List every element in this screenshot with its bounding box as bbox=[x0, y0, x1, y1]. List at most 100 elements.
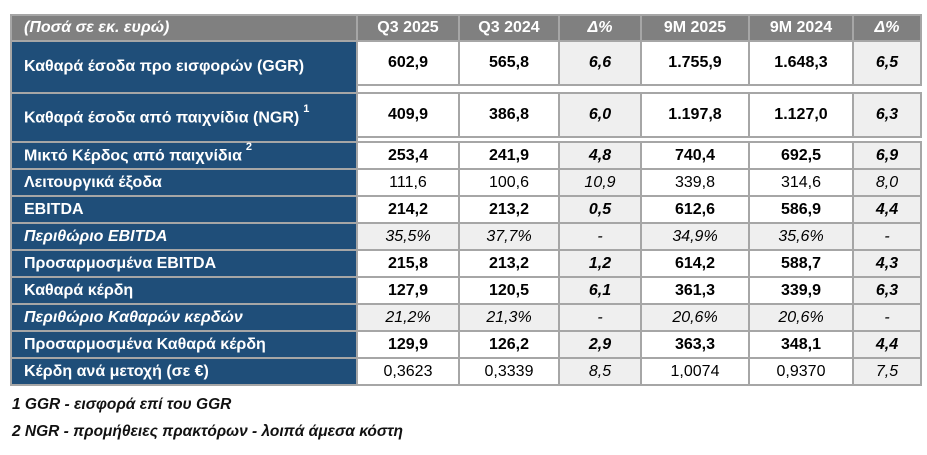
col-header-q3-2025: Q3 2025 bbox=[356, 14, 460, 42]
delta-cell: 2,9 bbox=[558, 330, 642, 359]
delta-cell: 1,2 bbox=[558, 249, 642, 278]
col-header-delta-q3: Δ% bbox=[558, 14, 642, 42]
value-cell: 1.197,8 bbox=[640, 92, 750, 138]
row-label: Περιθώριο Καθαρών κερδών bbox=[10, 303, 358, 332]
row-spacer bbox=[11, 84, 921, 94]
delta-cell: - bbox=[852, 222, 922, 251]
delta-cell: 4,4 bbox=[852, 195, 922, 224]
value-cell: 111,6 bbox=[356, 168, 460, 197]
delta-cell: 6,3 bbox=[852, 92, 922, 138]
delta-cell: 0,5 bbox=[558, 195, 642, 224]
table-row-ggr: Καθαρά έσοδα προ εισφορών (GGR) 602,9 56… bbox=[10, 40, 922, 94]
value-cell: 740,4 bbox=[640, 141, 750, 170]
row-label-text: Λειτουργικά έξοδα bbox=[24, 173, 162, 191]
row-label-text: Καθαρά κέρδη bbox=[24, 281, 134, 299]
row-label-text: Καθαρά έσοδα από παιχνίδια (NGR) bbox=[24, 109, 300, 127]
value-cell: 214,2 bbox=[356, 195, 460, 224]
value-cell: 1,0074 bbox=[640, 357, 750, 386]
value-cell: 1.755,9 bbox=[640, 40, 750, 86]
row-label: Περιθώριο EBITDA bbox=[10, 222, 358, 251]
value-cell: 612,6 bbox=[640, 195, 750, 224]
value-cell: 588,7 bbox=[748, 249, 854, 278]
footnotes: 1 GGR - εισφορά επί του GGR 2 NGR - προμ… bbox=[10, 397, 920, 439]
row-label: Καθαρά κέρδη bbox=[10, 276, 358, 305]
value-cell: 565,8 bbox=[458, 40, 560, 86]
row-label: Καθαρά έσοδα από παιχνίδια (NGR)1 bbox=[10, 92, 358, 143]
value-cell: 127,9 bbox=[356, 276, 460, 305]
table-row-adjusted-ebitda: Προσαρμοσμένα EBITDA 215,8 213,2 1,2 614… bbox=[10, 249, 922, 278]
row-label: Προσαρμοσμένα Καθαρά κέρδη bbox=[10, 330, 358, 359]
value-cell: 126,2 bbox=[458, 330, 560, 359]
delta-cell: - bbox=[558, 222, 642, 251]
delta-cell: 4,3 bbox=[852, 249, 922, 278]
value-cell: 409,9 bbox=[356, 92, 460, 138]
delta-cell: 6,0 bbox=[558, 92, 642, 138]
value-cell: 339,8 bbox=[640, 168, 750, 197]
delta-cell: 4,4 bbox=[852, 330, 922, 359]
delta-cell: 4,8 bbox=[558, 141, 642, 170]
footnote-1: 1 GGR - εισφορά επί του GGR bbox=[12, 396, 232, 413]
col-header-q3-2024: Q3 2024 bbox=[458, 14, 560, 42]
value-cell: 1.127,0 bbox=[748, 92, 854, 138]
footnote-marker: 1 bbox=[303, 103, 310, 116]
delta-cell: 7,5 bbox=[852, 357, 922, 386]
table-row-eps: Κέρδη ανά μετοχή (σε €) 0,3623 0,3339 8,… bbox=[10, 357, 922, 386]
table-row-ebitda-margin: Περιθώριο EBITDA 35,5% 37,7% - 34,9% 35,… bbox=[10, 222, 922, 251]
financial-results-page: (Ποσά σε εκ. ευρώ) Q3 2025 Q3 2024 Δ% 9M… bbox=[10, 14, 922, 439]
row-label: Προσαρμοσμένα EBITDA bbox=[10, 249, 358, 278]
value-cell: 0,3623 bbox=[356, 357, 460, 386]
value-cell: 0,3339 bbox=[458, 357, 560, 386]
row-label: EBITDA bbox=[10, 195, 358, 224]
table-row-ebitda: EBITDA 214,2 213,2 0,5 612,6 586,9 4,4 bbox=[10, 195, 922, 224]
value-cell: 0,9370 bbox=[748, 357, 854, 386]
table-row-adjusted-net-profit: Προσαρμοσμένα Καθαρά κέρδη 129,9 126,2 2… bbox=[10, 330, 922, 359]
delta-cell: 6,1 bbox=[558, 276, 642, 305]
value-cell: 1.648,3 bbox=[748, 40, 854, 86]
col-header-delta-9m: Δ% bbox=[852, 14, 922, 42]
table-header-row: (Ποσά σε εκ. ευρώ) Q3 2025 Q3 2024 Δ% 9M… bbox=[10, 14, 922, 42]
table-row-net-profit-margin: Περιθώριο Καθαρών κερδών 21,2% 21,3% - 2… bbox=[10, 303, 922, 332]
value-cell: 213,2 bbox=[458, 195, 560, 224]
value-cell: 37,7% bbox=[458, 222, 560, 251]
value-cell: 386,8 bbox=[458, 92, 560, 138]
row-label-text: EBITDA bbox=[24, 200, 84, 218]
delta-cell: 6,5 bbox=[852, 40, 922, 86]
row-label: Λειτουργικά έξοδα bbox=[10, 168, 358, 197]
value-cell: 129,9 bbox=[356, 330, 460, 359]
delta-cell: 8,0 bbox=[852, 168, 922, 197]
row-label-text: Κέρδη ανά μετοχή (σε €) bbox=[24, 362, 209, 380]
value-cell: 339,9 bbox=[748, 276, 854, 305]
table-row-opex: Λειτουργικά έξοδα 111,6 100,6 10,9 339,8… bbox=[10, 168, 922, 197]
row-spacer bbox=[11, 136, 921, 143]
value-cell: 35,5% bbox=[356, 222, 460, 251]
value-cell: 314,6 bbox=[748, 168, 854, 197]
row-label: Καθαρά έσοδα προ εισφορών (GGR) bbox=[10, 40, 358, 94]
row-label: Μικτό Κέρδος από παιχνίδια2 bbox=[10, 141, 358, 170]
delta-cell: - bbox=[558, 303, 642, 332]
unit-header-cell: (Ποσά σε εκ. ευρώ) bbox=[10, 14, 358, 42]
row-label-text: Καθαρά έσοδα προ εισφορών (GGR) bbox=[24, 58, 305, 75]
delta-cell: 10,9 bbox=[558, 168, 642, 197]
value-cell: 614,2 bbox=[640, 249, 750, 278]
col-header-9m-2024: 9M 2024 bbox=[748, 14, 854, 42]
delta-cell: - bbox=[852, 303, 922, 332]
value-cell: 21,2% bbox=[356, 303, 460, 332]
footnote-marker: 2 bbox=[245, 141, 253, 154]
value-cell: 34,9% bbox=[640, 222, 750, 251]
row-label-text: Μικτό Κέρδος από παιχνίδια bbox=[24, 147, 242, 165]
row-label-text: Περιθώριο EBITDA bbox=[24, 227, 168, 245]
col-header-9m-2025: 9M 2025 bbox=[640, 14, 750, 42]
value-cell: 253,4 bbox=[356, 141, 460, 170]
footnote-2: 2 NGR - προμήθειες πρακτόρων - λοιπά άμε… bbox=[12, 422, 403, 440]
value-cell: 20,6% bbox=[748, 303, 854, 332]
delta-cell: 6,3 bbox=[852, 276, 922, 305]
financial-results-table: (Ποσά σε εκ. ευρώ) Q3 2025 Q3 2024 Δ% 9M… bbox=[10, 14, 922, 386]
value-cell: 35,6% bbox=[748, 222, 854, 251]
value-cell: 348,1 bbox=[748, 330, 854, 359]
table-row-net-profit: Καθαρά κέρδη 127,9 120,5 6,1 361,3 339,9… bbox=[10, 276, 922, 305]
row-label-text: Προσαρμοσμένα EBITDA bbox=[24, 254, 217, 272]
value-cell: 692,5 bbox=[748, 141, 854, 170]
row-label-text: Προσαρμοσμένα Καθαρά κέρδη bbox=[24, 335, 266, 353]
table-row-gross-profit: Μικτό Κέρδος από παιχνίδια2 253,4 241,9 … bbox=[10, 141, 922, 170]
row-label-text: Περιθώριο Καθαρών κερδών bbox=[24, 308, 243, 326]
